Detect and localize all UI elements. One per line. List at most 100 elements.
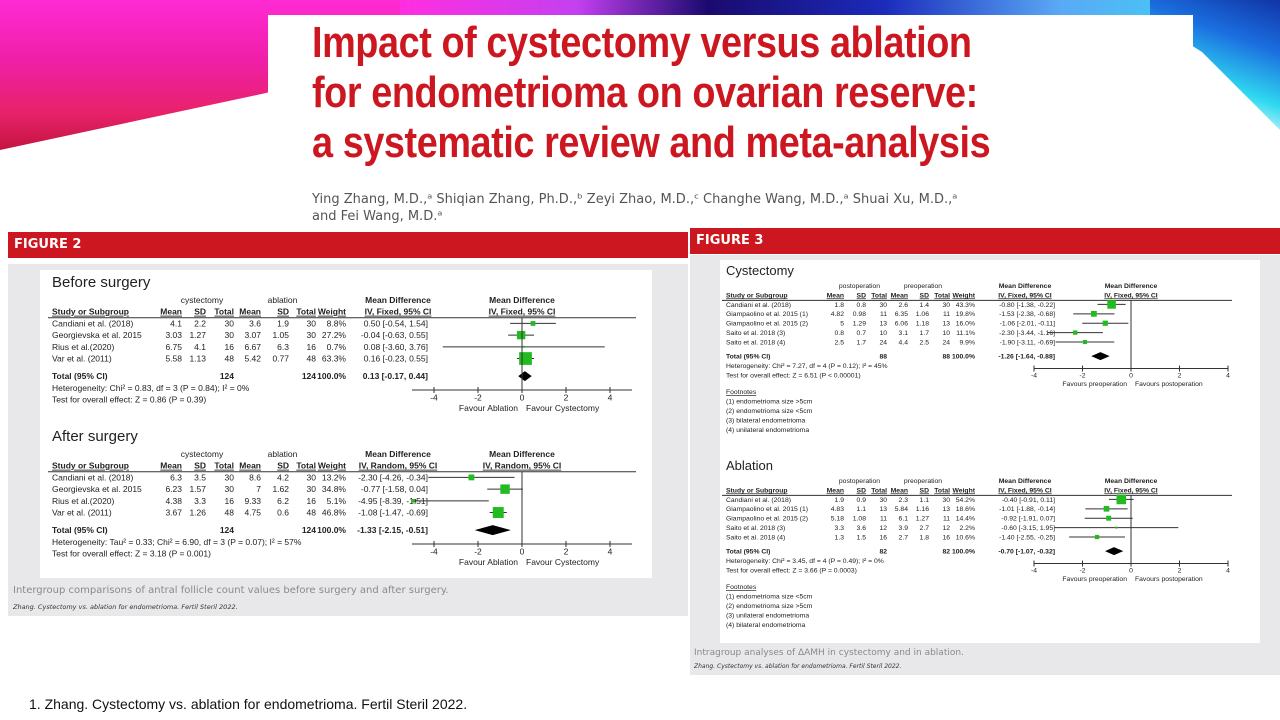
cell-sd: 1.27 bbox=[189, 330, 206, 340]
figure2-caption: Intergroup comparisons of antral follicl… bbox=[13, 585, 449, 596]
cell-sd: 1.05 bbox=[272, 330, 289, 340]
cell-mean: 0.8 bbox=[835, 330, 845, 337]
x-tick-label: 0 bbox=[1129, 372, 1133, 379]
cell-ci: -1.01 [-1.88, -0.14] bbox=[999, 506, 1055, 513]
col-header-sd: SD bbox=[277, 461, 289, 471]
study-name: Giampaolino et al. 2015 (1) bbox=[726, 311, 808, 318]
cell-sd: 0.8 bbox=[857, 302, 867, 309]
cell-sd: 0.98 bbox=[853, 311, 866, 318]
cell-ci: -2.30 [-4.26, -0.34] bbox=[358, 472, 428, 482]
figure3-caption: Intragroup analyses of ΔAMH in cystectom… bbox=[694, 648, 964, 658]
overall-effect-text: Test for overall effect: Z = 0.86 (P = 0… bbox=[52, 394, 206, 404]
col-header-mean: Mean bbox=[891, 487, 908, 494]
study-row: Giampaolino et al. 2015 (2) 5.18 1.08 11 6.1… bbox=[726, 516, 1133, 523]
col-header-mean: Mean bbox=[160, 307, 182, 317]
point-estimate-box bbox=[1107, 300, 1116, 309]
study-row: Giampaolino et al. 2015 (2) 5 1.29 13 6.06 1.… bbox=[726, 321, 1129, 328]
cell-total: 30 bbox=[307, 484, 317, 494]
cell-total: 48 bbox=[307, 354, 317, 364]
cell-ci: -4.95 [-8.39, -1.51] bbox=[358, 496, 428, 506]
x-tick-label: 2 bbox=[564, 393, 569, 403]
x-tick-label: -4 bbox=[1031, 372, 1037, 379]
cell-mean: 6.1 bbox=[899, 516, 909, 523]
total-ci: -0.70 [-1.07, -0.32] bbox=[998, 549, 1055, 556]
cell-mean: 7 bbox=[256, 484, 261, 494]
heterogeneity-text: Heterogeneity: Chi² = 7.27, df = 4 (P = … bbox=[726, 363, 888, 370]
group2-header: ablation bbox=[268, 295, 298, 305]
cell-total: 48 bbox=[307, 508, 317, 518]
cell-mean: 5.84 bbox=[895, 506, 908, 513]
x-tick-label: -4 bbox=[430, 393, 438, 403]
point-estimate-box bbox=[1106, 515, 1112, 521]
slide-reference: 1. Zhang. Cystectomy vs. ablation for en… bbox=[29, 696, 468, 712]
footnote-item: (3) bilateral endometrioma bbox=[726, 417, 806, 424]
study-name: Saito et al. 2018 (4) bbox=[726, 534, 785, 541]
forest-title: Ablation bbox=[726, 458, 773, 473]
cell-sd: 0.77 bbox=[272, 354, 289, 364]
cell-ci: -0.04 [-0.63, 0.55] bbox=[361, 330, 428, 340]
total-label: Total (95% CI) bbox=[726, 549, 770, 556]
footnote-item: (1) endometrioma size <5cm bbox=[726, 594, 813, 601]
study-row: Georgievska et al. 2015 6.23 1.57 30 7 1.62 30… bbox=[52, 484, 523, 494]
cell-mean: 5.42 bbox=[244, 354, 261, 364]
slide-title: Impact of cystectomy versus ablation for… bbox=[312, 18, 1052, 168]
cell-mean: 2.7 bbox=[899, 534, 909, 541]
study-name: Candiani et al. (2018) bbox=[726, 302, 791, 309]
x-tick-label: 2 bbox=[1178, 567, 1182, 574]
cell-ci: -1.40 [-2.55, -0.25] bbox=[999, 534, 1055, 541]
authors-line-1: Ying Zhang, M.D.,ᵃ Shiqian Zhang, Ph.D.,… bbox=[312, 192, 958, 207]
cell-total: 30 bbox=[307, 330, 317, 340]
cell-sd: 1.9 bbox=[277, 318, 289, 328]
cell-mean: 6.3 bbox=[170, 472, 182, 482]
study-row: Saito et al. 2018 (3) 3.3 3.6 12 3.9 2.7 12 2.2… bbox=[726, 525, 1179, 532]
x-tick-label: 0 bbox=[520, 393, 525, 403]
total-n2: 124 bbox=[302, 371, 316, 381]
cell-weight: 5.1% bbox=[327, 496, 347, 506]
cell-sd: 1.62 bbox=[272, 484, 289, 494]
cell-sd: 0.7 bbox=[857, 330, 867, 337]
point-estimate-box bbox=[519, 352, 532, 365]
cell-sd: 3.6 bbox=[857, 525, 867, 532]
footnote-item: (2) endometrioma size >5cm bbox=[726, 603, 813, 610]
col-header-total: Total bbox=[871, 487, 887, 494]
cell-mean: 3.1 bbox=[899, 330, 909, 337]
cell-mean: 2.6 bbox=[899, 302, 909, 309]
cell-total: 24 bbox=[942, 339, 950, 346]
cell-weight: 18.6% bbox=[956, 506, 975, 513]
x-tick-label: 2 bbox=[564, 547, 569, 557]
total-ci: -1.33 [-2.15, -0.51] bbox=[357, 525, 428, 535]
study-name: Candiani et al. (2018) bbox=[52, 318, 133, 328]
cell-sd: 4.1 bbox=[194, 342, 206, 352]
col-header-mean: Mean bbox=[160, 461, 182, 471]
point-estimate-box bbox=[411, 499, 415, 503]
pooled-diamond bbox=[1091, 352, 1110, 361]
cell-mean: 3.67 bbox=[165, 508, 182, 518]
cell-weight: 19.8% bbox=[956, 311, 975, 318]
cell-weight: 13.2% bbox=[322, 472, 347, 482]
cell-total: 30 bbox=[879, 302, 887, 309]
cell-total: 13 bbox=[879, 321, 887, 328]
study-row: Candiani et al. (2018) 1.8 0.8 30 2.6 1.4 30 43… bbox=[726, 300, 1126, 309]
cell-total: 11 bbox=[943, 311, 950, 318]
cell-ci: -0.92 [-1.91, 0.07] bbox=[1001, 516, 1055, 523]
cell-total: 11 bbox=[880, 311, 887, 318]
cell-weight: 27.2% bbox=[322, 330, 347, 340]
cell-sd: 1.57 bbox=[189, 484, 206, 494]
x-tick-label: 4 bbox=[1226, 372, 1230, 379]
cell-mean: 9.33 bbox=[244, 496, 261, 506]
cell-weight: 14.4% bbox=[956, 516, 975, 523]
figure3-forest-plots: Cystectomy postoperation preoperation Mean … bbox=[722, 263, 1232, 629]
footnotes-title: Footnotes bbox=[726, 389, 757, 396]
forest-title: After surgery bbox=[52, 428, 138, 445]
plot-col-header-ci: IV, Random, 95% CI bbox=[483, 461, 562, 471]
cell-total: 13 bbox=[942, 321, 950, 328]
total-weight: 100.0% bbox=[317, 371, 346, 381]
cell-total: 30 bbox=[307, 472, 317, 482]
md-header: Mean Difference bbox=[365, 295, 431, 305]
col-header-total: Total bbox=[296, 307, 316, 317]
study-name: Var et al. (2011) bbox=[52, 354, 112, 364]
col-header-total: Total bbox=[214, 461, 234, 471]
pooled-diamond bbox=[1105, 547, 1124, 556]
col-header-sd: SD bbox=[857, 487, 867, 494]
x-tick-label: 4 bbox=[608, 393, 613, 403]
